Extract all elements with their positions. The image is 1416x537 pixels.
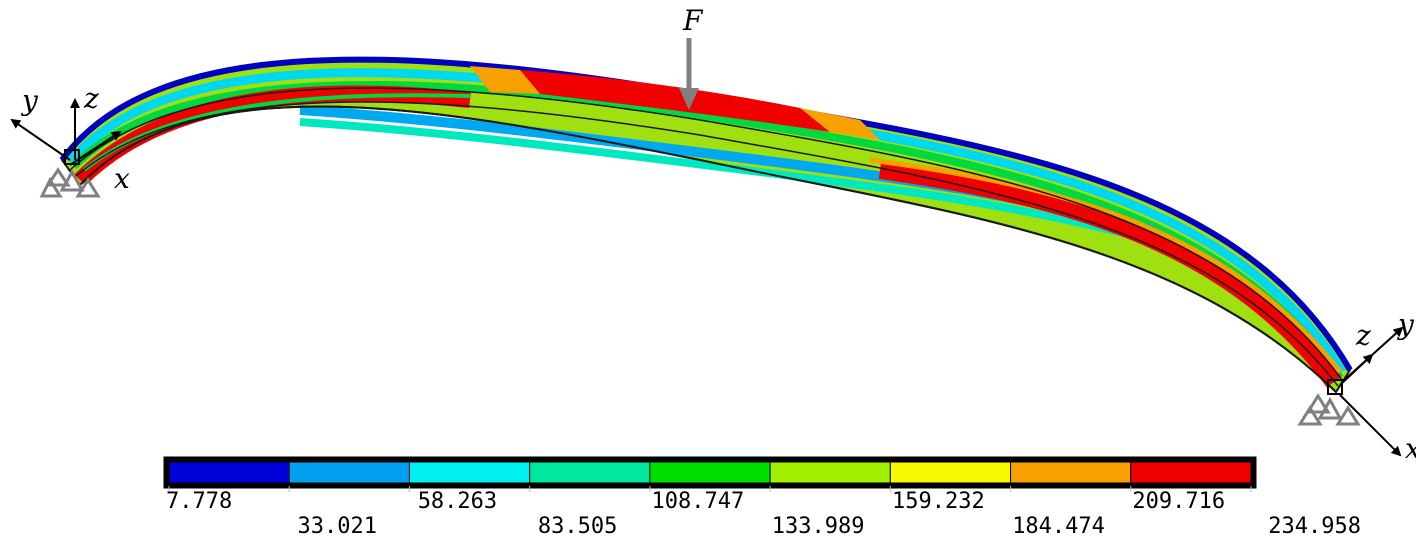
- right-axis-x-label: x: [1405, 432, 1416, 465]
- legend-swatch: [769, 461, 891, 484]
- right-support-pins-icon: [1297, 393, 1361, 426]
- right-support: z y x: [1297, 308, 1416, 465]
- legend-tick-label: 83.505: [538, 514, 617, 537]
- legend-tick-label: 58.263: [418, 489, 497, 514]
- curved-beam: [59, 56, 1353, 394]
- legend-tick-label: 33.021: [297, 514, 376, 537]
- legend-swatch: [288, 461, 410, 484]
- legend-frame: [163, 456, 1257, 489]
- beam-hotspot-top-orange-right: [800, 108, 880, 140]
- left-axis-z-label: z: [83, 82, 99, 115]
- stress-legend: 7.778 33.021 58.263 83.505 108.747 133.989 159…: [163, 456, 1361, 537]
- right-axis-x: [1339, 394, 1402, 457]
- beam-bottom-edge: [79, 105, 1337, 393]
- left-axis-x-label: x: [114, 162, 130, 195]
- beam-hotspot-top: [520, 70, 830, 132]
- legend-swatch: [529, 461, 651, 484]
- beam-band-red-right: [878, 161, 1342, 388]
- legend-tick-label: 234.958: [1268, 514, 1361, 537]
- legend-tick-label: 209.716: [1132, 489, 1225, 514]
- right-axis-z-label: z: [1355, 319, 1371, 352]
- beam-hotspot-top-orange: [470, 66, 540, 94]
- beam-contour-line-1: [69, 87, 1343, 381]
- right-axis-y-label: y: [1396, 308, 1415, 341]
- legend-tick-label: 133.989: [772, 514, 865, 537]
- left-support: y z x: [10, 82, 130, 198]
- legend-tick-label: 159.232: [892, 489, 985, 514]
- legend-tick-label: 7.778: [166, 489, 232, 514]
- left-axis-y: [10, 118, 71, 161]
- beam-band-orange-right: [869, 157, 1342, 374]
- legend-swatch: [168, 461, 290, 484]
- load-label: F: [682, 4, 704, 37]
- load-arrow: F: [679, 4, 704, 110]
- legend-swatch: [1010, 461, 1132, 484]
- legend-tick-label: 108.747: [652, 489, 745, 514]
- left-axis-y-label: y: [20, 84, 39, 117]
- legend-swatch: [1130, 461, 1252, 484]
- beam-contour-line-2: [75, 101, 1339, 387]
- legend-swatch: [889, 461, 1012, 484]
- legend-swatch: [408, 461, 531, 484]
- legend-swatch: [649, 461, 771, 484]
- legend-tick-label: 184.474: [1012, 514, 1105, 537]
- left-support-pins-icon: [39, 167, 101, 198]
- right-axis-y: [1341, 326, 1404, 383]
